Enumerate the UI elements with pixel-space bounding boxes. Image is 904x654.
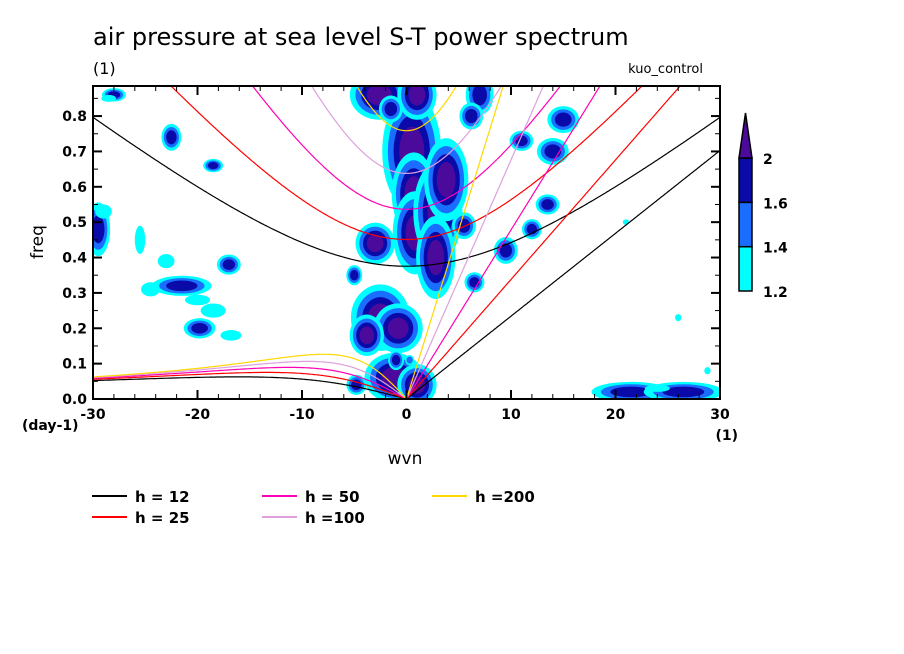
shaded-region-level-1.6	[166, 130, 177, 145]
legend-label: h = 50	[305, 488, 360, 506]
rossby-curve-h50	[93, 366, 406, 399]
kelvin-curve-h50	[405, 86, 601, 399]
x-unit-label: (1)	[715, 428, 738, 444]
shaded-region-level-1.6	[191, 322, 208, 334]
rossby-curve-h12	[93, 376, 406, 399]
colorbar-label: 1.6	[763, 196, 788, 212]
x-axis-label: wvn	[388, 449, 423, 469]
rossby-curve-h25	[93, 371, 406, 399]
shaded-region-level-1.6	[166, 280, 198, 292]
shaded-region-level-1.2	[101, 94, 116, 102]
legend: h = 12 h = 50 h =200 h = 25 h =100	[92, 488, 535, 527]
colorbar-label: 1.2	[763, 285, 788, 301]
shaded-region-level-2	[436, 162, 456, 198]
shaded-region-level-1.2	[95, 204, 112, 219]
ig-curve-h12	[93, 116, 720, 267]
shaded-region-level-1.6	[541, 199, 554, 210]
shaded-region-level-1.2	[200, 303, 226, 318]
kelvin-curve-h200	[405, 86, 504, 399]
shaded-region-level-1.2	[220, 330, 242, 341]
shaded-region-level-1.6	[610, 386, 653, 398]
y-tick-label: 0.7	[62, 144, 87, 160]
shaded-region-level-1.2	[134, 225, 146, 254]
shaded-region-level-1.6	[472, 86, 487, 106]
colorbar-label: 2	[763, 152, 773, 168]
shaded-regions	[93, 86, 720, 399]
y-tick-label: 0.8	[62, 109, 87, 125]
ig-curve-h25	[170, 86, 643, 241]
legend-label: h =100	[305, 509, 365, 527]
x-tick-label: 30	[710, 407, 730, 423]
dispersion-curves	[93, 86, 720, 399]
chart-title: air pressure at sea level S-T power spec…	[93, 23, 629, 51]
colorbar-segment	[738, 157, 753, 204]
shaded-region-level-1.6	[350, 269, 359, 281]
ig-curve-h50	[251, 86, 562, 210]
subtitle-right: kuo_control	[628, 62, 703, 77]
shaded-region-level-2	[359, 326, 375, 345]
legend-label: h =200	[475, 488, 535, 506]
shaded-region-level-1.6	[384, 101, 398, 117]
y-unit-label: (day-1)	[22, 418, 79, 434]
kelvin-curve-h100	[405, 86, 544, 399]
shaded-region-level-1.2	[141, 282, 160, 297]
y-tick-label: 0.3	[62, 286, 87, 302]
shaded-region-level-1.6	[662, 386, 705, 398]
x-tick-label: 0	[402, 407, 412, 423]
colorbar-extend-triangle	[738, 112, 753, 159]
y-tick-label: 0.1	[62, 357, 87, 373]
shaded-region-level-1.2	[675, 314, 682, 322]
shaded-region-level-2	[408, 86, 426, 106]
x-tick-label: 20	[606, 407, 626, 423]
shaded-region-level-2	[366, 234, 384, 253]
shaded-region-level-1.2	[704, 367, 711, 375]
kelvin-curve-h25	[406, 86, 681, 399]
rossby-curve-h100	[93, 360, 406, 399]
x-tick-label: -10	[289, 407, 315, 423]
shaded-region-level-1.6	[554, 112, 572, 127]
shaded-region-level-1.6	[499, 243, 513, 258]
shaded-region-level-2	[387, 317, 409, 339]
shaded-region-level-1.2	[622, 219, 630, 225]
y-tick-label: 0.5	[62, 215, 87, 231]
colorbar-label: 1.4	[763, 241, 788, 257]
x-tick-label: -20	[185, 407, 211, 423]
shaded-region-level-1.6	[465, 108, 478, 124]
kelvin-curve-h12	[406, 150, 720, 399]
y-axis-label: freq	[28, 225, 48, 259]
y-tick-label: 0.2	[62, 321, 87, 337]
x-tick-label: -30	[80, 407, 106, 423]
legend-label: h = 25	[135, 509, 190, 527]
shaded-region-level-1.6	[207, 162, 219, 170]
y-tick-label: 0.4	[62, 251, 87, 267]
shaded-region-level-1.6	[391, 354, 401, 366]
subtitle-left: (1)	[93, 59, 116, 78]
shaded-region-level-1.2	[644, 384, 670, 392]
shaded-region-level-2	[427, 239, 445, 276]
shaded-region-level-1.6	[544, 144, 562, 159]
axis-ticks: -30 -20 -10 0 10 20 30 0.0 0.1 0.2 0.3 0.4 0.5 0.6 0.7…	[62, 86, 730, 423]
colorbar: 1.2 1.4 1.6 2	[738, 112, 788, 301]
ig-curve-h100	[310, 86, 503, 174]
y-tick-label: 0.6	[62, 180, 87, 196]
shaded-region-level-1.4	[406, 356, 413, 364]
rossby-curve-h200	[93, 353, 406, 399]
shaded-region-level-1.2	[184, 294, 211, 306]
colorbar-segment	[738, 245, 753, 292]
colorbar-segment	[738, 201, 753, 248]
shaded-region-level-1.6	[222, 259, 236, 270]
ig-curve-h200	[355, 86, 458, 132]
x-tick-label: 10	[501, 407, 521, 423]
y-tick-label: 0.0	[62, 392, 87, 408]
shaded-region-level-1.2	[157, 253, 175, 269]
legend-label: h = 12	[135, 488, 190, 506]
